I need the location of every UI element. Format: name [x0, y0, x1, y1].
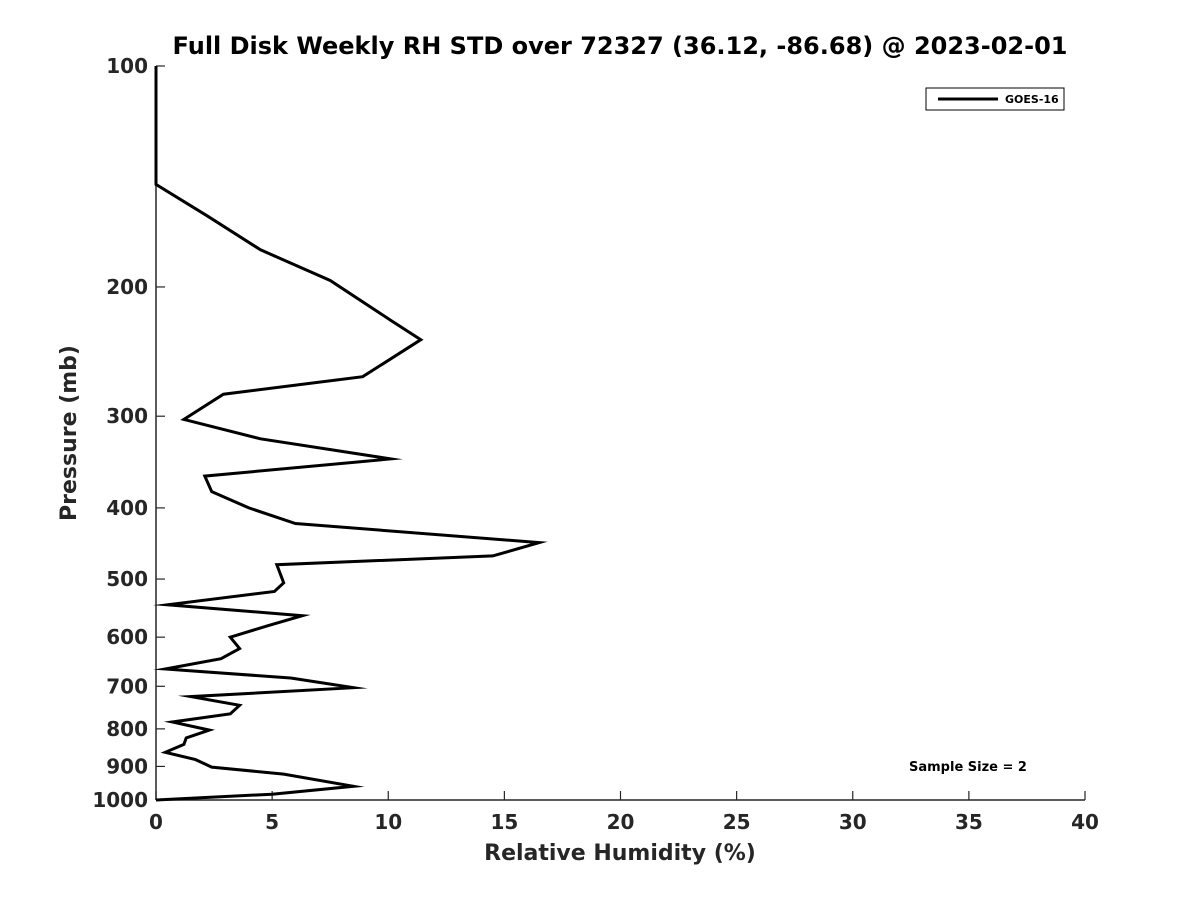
- x-axis-label: Relative Humidity (%): [484, 841, 756, 866]
- sample-size-annotation: Sample Size = 2: [909, 760, 1027, 775]
- x-tick-label-40: 40: [1071, 810, 1099, 834]
- x-tick-label-15: 15: [490, 810, 518, 834]
- chart-title: Full Disk Weekly RH STD over 72327 (36.1…: [173, 32, 1068, 60]
- legend-label-goes-16: GOES-16: [1005, 93, 1059, 106]
- x-tick-label-0: 0: [149, 810, 163, 834]
- y-tick-label-100: 100: [106, 54, 148, 78]
- y-tick-label-1000: 1000: [92, 788, 148, 812]
- y-tick-label-400: 400: [106, 496, 148, 520]
- y-tick-label-900: 900: [106, 754, 148, 778]
- series-line-goes-16: [152, 66, 548, 802]
- axes: 0 5 10 15 20 25 30 35 40 100 200 300 400 500 600 700 800…: [92, 54, 1099, 834]
- y-tick-label-600: 600: [106, 625, 148, 649]
- x-tick-label-25: 25: [723, 810, 751, 834]
- y-axis-label: Pressure (mb): [57, 345, 82, 521]
- x-tick-label-10: 10: [374, 810, 402, 834]
- y-tick-label-500: 500: [106, 567, 148, 591]
- x-tick-label-35: 35: [955, 810, 983, 834]
- plot-area: [152, 66, 548, 802]
- y-tick-label-200: 200: [106, 275, 148, 299]
- x-tick-label-30: 30: [839, 810, 867, 834]
- y-tick-label-800: 800: [106, 717, 148, 741]
- y-tick-label-300: 300: [106, 404, 148, 428]
- y-tick-label-700: 700: [106, 674, 148, 698]
- x-tick-label-5: 5: [265, 810, 279, 834]
- legend: GOES-16: [925, 87, 1065, 111]
- x-tick-label-20: 20: [607, 810, 635, 834]
